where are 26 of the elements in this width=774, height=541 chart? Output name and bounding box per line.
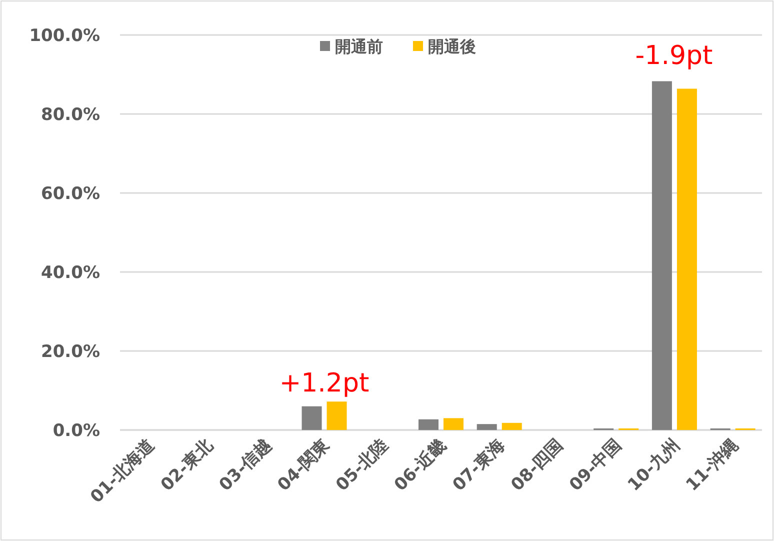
x-tick-label: 08-四国: [507, 435, 568, 496]
x-tick-label: 06-近畿: [390, 435, 451, 496]
annotation: -1.9pt: [635, 41, 713, 71]
y-tick-label: 60.0%: [41, 184, 100, 204]
x-tick-label: 07-東海: [448, 435, 509, 496]
bar: [326, 402, 347, 430]
x-tick-label: 03-信越: [216, 435, 276, 496]
legend-label: 開通前: [335, 37, 383, 56]
y-tick-label: 100.0%: [29, 26, 100, 46]
x-tick-label: 05-北陸: [332, 435, 392, 496]
bar: [418, 419, 438, 430]
bar: [476, 424, 497, 430]
y-tick-label: 80.0%: [41, 105, 100, 125]
bar: [444, 418, 464, 430]
annotation: +1.2pt: [279, 368, 370, 399]
y-tick-label: 20.0%: [41, 342, 100, 362]
bar: [652, 81, 672, 430]
y-tick-label: 40.0%: [41, 263, 100, 283]
x-tick-label: 09-中国: [566, 435, 626, 496]
bar: [676, 88, 697, 430]
legend-label: 開通後: [428, 37, 476, 56]
bar: [502, 422, 522, 430]
x-tick-label: 10-九州: [624, 435, 684, 496]
x-tick-label: 11-沖縄: [682, 435, 742, 496]
x-tick-label: 02-東北: [157, 434, 218, 496]
bar: [302, 406, 322, 430]
